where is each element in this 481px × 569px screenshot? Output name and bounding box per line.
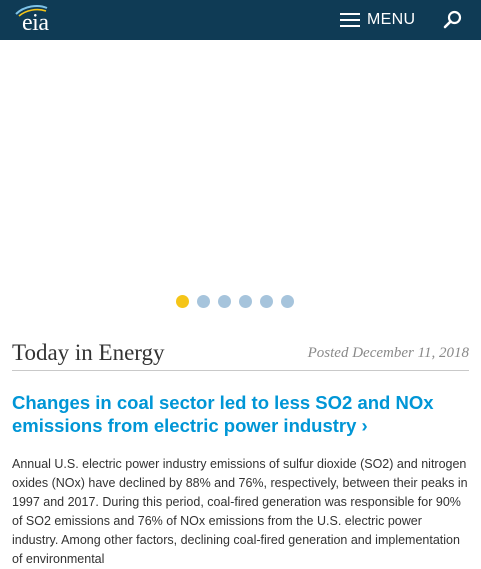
- article-headline-link[interactable]: Changes in coal sector led to less SO2 a…: [12, 392, 434, 436]
- carousel-dot-6[interactable]: [281, 295, 294, 308]
- carousel-dot-2[interactable]: [197, 295, 210, 308]
- carousel-dot-1[interactable]: [176, 295, 189, 308]
- carousel-dot-4[interactable]: [239, 295, 252, 308]
- logo-text: eia: [22, 10, 49, 36]
- section-header: Today in Energy Posted December 11, 2018: [12, 336, 469, 371]
- hamburger-menu-icon: [340, 13, 360, 27]
- posted-date: Posted December 11, 2018: [307, 345, 469, 361]
- top-navigation-bar: eia MENU: [0, 0, 481, 40]
- eia-logo[interactable]: eia: [10, 4, 50, 36]
- menu-button[interactable]: MENU: [340, 8, 415, 32]
- carousel-dot-5[interactable]: [260, 295, 273, 308]
- logo-swoosh-icon: [15, 5, 48, 17]
- article-summary: Annual U.S. electric power industry emis…: [12, 457, 468, 566]
- section-title: Today in Energy: [12, 340, 165, 365]
- search-icon: [443, 10, 462, 29]
- featured-carousel[interactable]: [0, 40, 481, 292]
- carousel-pagination: [176, 295, 302, 308]
- menu-label: MENU: [367, 11, 416, 28]
- search-button[interactable]: [442, 9, 464, 31]
- carousel-dot-3[interactable]: [218, 295, 231, 308]
